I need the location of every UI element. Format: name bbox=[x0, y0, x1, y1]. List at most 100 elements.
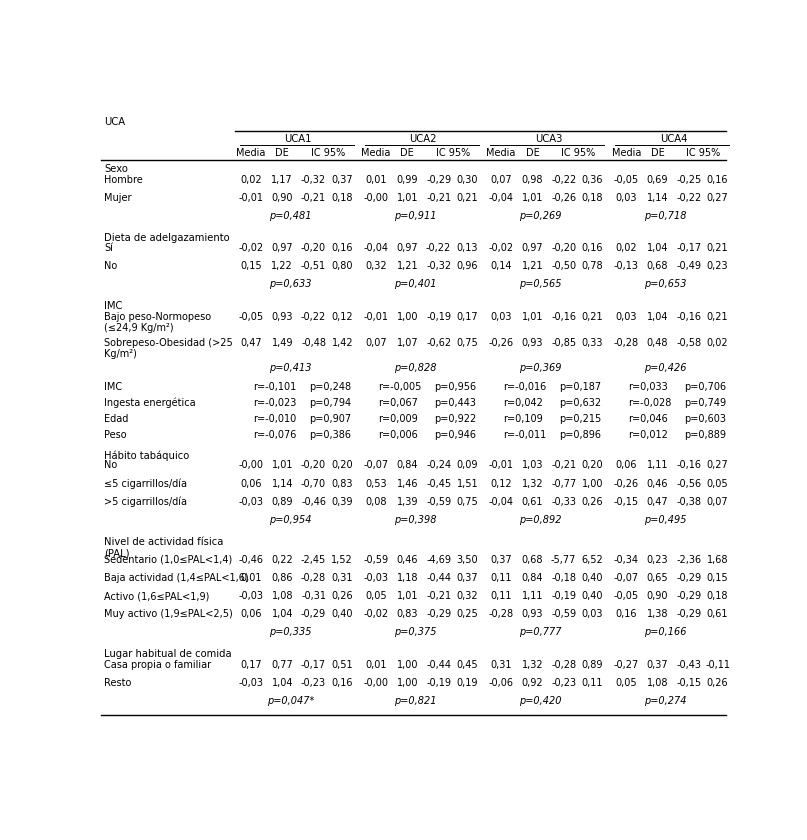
Text: p=0,706: p=0,706 bbox=[684, 381, 726, 391]
Text: 0,84: 0,84 bbox=[521, 573, 543, 583]
Text: -0,07: -0,07 bbox=[363, 460, 389, 470]
Text: -0,29: -0,29 bbox=[676, 591, 701, 601]
Text: -0,56: -0,56 bbox=[676, 479, 701, 489]
Text: 0,33: 0,33 bbox=[582, 338, 603, 348]
Text: 0,07: 0,07 bbox=[707, 496, 729, 507]
Text: -0,33: -0,33 bbox=[551, 496, 576, 507]
Text: -0,05: -0,05 bbox=[613, 175, 639, 185]
Text: IC 95%: IC 95% bbox=[561, 148, 596, 158]
Text: Resto: Resto bbox=[104, 678, 132, 688]
Text: -0,22: -0,22 bbox=[301, 312, 326, 322]
Text: r=0,042: r=0,042 bbox=[503, 397, 543, 407]
Text: DE: DE bbox=[400, 148, 414, 158]
Text: Peso: Peso bbox=[104, 430, 127, 440]
Text: p=0,892: p=0,892 bbox=[519, 515, 562, 525]
Text: Mujer: Mujer bbox=[104, 192, 132, 202]
Text: -0,11: -0,11 bbox=[705, 659, 730, 669]
Text: 0,06: 0,06 bbox=[240, 479, 261, 489]
Text: r=-0,005: r=-0,005 bbox=[378, 381, 421, 391]
Text: 1,32: 1,32 bbox=[521, 479, 543, 489]
Text: 0,23: 0,23 bbox=[707, 261, 729, 271]
Text: -0,29: -0,29 bbox=[426, 175, 451, 185]
Text: r=-0,101: r=-0,101 bbox=[253, 381, 296, 391]
Text: DE: DE bbox=[650, 148, 664, 158]
Text: ≤5 cigarrillos/día: ≤5 cigarrillos/día bbox=[104, 479, 187, 489]
Text: 1,17: 1,17 bbox=[271, 175, 293, 185]
Text: 0,83: 0,83 bbox=[396, 609, 418, 619]
Text: p=0,495: p=0,495 bbox=[644, 515, 687, 525]
Text: 0,21: 0,21 bbox=[707, 312, 729, 322]
Text: 0,16: 0,16 bbox=[332, 243, 353, 253]
Text: Sobrepeso-Obesidad (>25
Kg/m²): Sobrepeso-Obesidad (>25 Kg/m²) bbox=[104, 338, 232, 360]
Text: 0,46: 0,46 bbox=[646, 479, 668, 489]
Text: 0,20: 0,20 bbox=[332, 460, 353, 470]
Text: 0,39: 0,39 bbox=[332, 496, 353, 507]
Text: 0,03: 0,03 bbox=[616, 312, 637, 322]
Text: -0,03: -0,03 bbox=[239, 496, 263, 507]
Text: 1,03: 1,03 bbox=[521, 460, 543, 470]
Text: 1,14: 1,14 bbox=[646, 192, 668, 202]
Text: 1,11: 1,11 bbox=[521, 591, 543, 601]
Text: r=-0,076: r=-0,076 bbox=[253, 430, 296, 440]
Text: No: No bbox=[104, 460, 117, 470]
Text: -0,23: -0,23 bbox=[551, 678, 576, 688]
Text: 0,27: 0,27 bbox=[707, 192, 729, 202]
Text: 0,01: 0,01 bbox=[366, 659, 387, 669]
Text: -0,59: -0,59 bbox=[426, 496, 451, 507]
Text: 1,18: 1,18 bbox=[396, 573, 418, 583]
Text: -0,50: -0,50 bbox=[551, 261, 576, 271]
Text: 1,04: 1,04 bbox=[646, 312, 668, 322]
Text: p=0,420: p=0,420 bbox=[519, 696, 562, 706]
Text: p=0,187: p=0,187 bbox=[559, 381, 601, 391]
Text: 1,08: 1,08 bbox=[271, 591, 293, 601]
Text: 0,21: 0,21 bbox=[582, 312, 604, 322]
Text: IMC: IMC bbox=[104, 381, 122, 391]
Text: p=0,632: p=0,632 bbox=[559, 397, 601, 407]
Text: -0,29: -0,29 bbox=[676, 573, 701, 583]
Text: 0,15: 0,15 bbox=[707, 573, 729, 583]
Text: Sedentario (1,0≤PAL<1,4): Sedentario (1,0≤PAL<1,4) bbox=[104, 555, 232, 564]
Text: 1,07: 1,07 bbox=[396, 338, 418, 348]
Text: -0,04: -0,04 bbox=[364, 243, 388, 253]
Text: -0,28: -0,28 bbox=[551, 659, 576, 669]
Text: -0,29: -0,29 bbox=[301, 609, 326, 619]
Text: -0,22: -0,22 bbox=[551, 175, 576, 185]
Text: -0,34: -0,34 bbox=[614, 555, 638, 564]
Text: Casa propia o familiar: Casa propia o familiar bbox=[104, 659, 211, 669]
Text: 1,38: 1,38 bbox=[646, 609, 668, 619]
Text: p=0,248: p=0,248 bbox=[309, 381, 351, 391]
Text: 1,39: 1,39 bbox=[396, 496, 418, 507]
Text: -0,46: -0,46 bbox=[301, 496, 326, 507]
Text: 0,69: 0,69 bbox=[646, 175, 668, 185]
Text: 1,08: 1,08 bbox=[646, 678, 668, 688]
Text: p=0,828: p=0,828 bbox=[394, 364, 437, 374]
Text: 1,00: 1,00 bbox=[396, 312, 418, 322]
Text: 0,97: 0,97 bbox=[396, 243, 418, 253]
Text: p=0,907: p=0,907 bbox=[309, 414, 351, 424]
Text: 0,22: 0,22 bbox=[271, 555, 293, 564]
Text: -0,20: -0,20 bbox=[301, 243, 326, 253]
Text: -0,05: -0,05 bbox=[238, 312, 264, 322]
Text: -0,04: -0,04 bbox=[489, 192, 513, 202]
Text: -0,02: -0,02 bbox=[238, 243, 264, 253]
Text: p=0,896: p=0,896 bbox=[559, 430, 601, 440]
Text: 0,11: 0,11 bbox=[582, 678, 603, 688]
Text: 0,40: 0,40 bbox=[582, 573, 603, 583]
Text: p=0,911: p=0,911 bbox=[394, 211, 437, 221]
Text: -0,49: -0,49 bbox=[676, 261, 701, 271]
Text: p=0,369: p=0,369 bbox=[519, 364, 562, 374]
Text: -0,26: -0,26 bbox=[488, 338, 514, 348]
Text: -0,45: -0,45 bbox=[426, 479, 451, 489]
Text: p=0,922: p=0,922 bbox=[434, 414, 476, 424]
Text: -0,22: -0,22 bbox=[676, 192, 701, 202]
Text: Sí: Sí bbox=[104, 243, 113, 253]
Text: 1,32: 1,32 bbox=[521, 659, 543, 669]
Text: 1,01: 1,01 bbox=[521, 312, 543, 322]
Text: -2,36: -2,36 bbox=[676, 555, 701, 564]
Text: 0,30: 0,30 bbox=[457, 175, 478, 185]
Text: 0,37: 0,37 bbox=[491, 555, 512, 564]
Text: Hábito tabáquico: Hábito tabáquico bbox=[104, 450, 190, 460]
Text: -0,51: -0,51 bbox=[301, 261, 326, 271]
Text: -0,03: -0,03 bbox=[239, 678, 263, 688]
Text: r=-0,011: r=-0,011 bbox=[503, 430, 546, 440]
